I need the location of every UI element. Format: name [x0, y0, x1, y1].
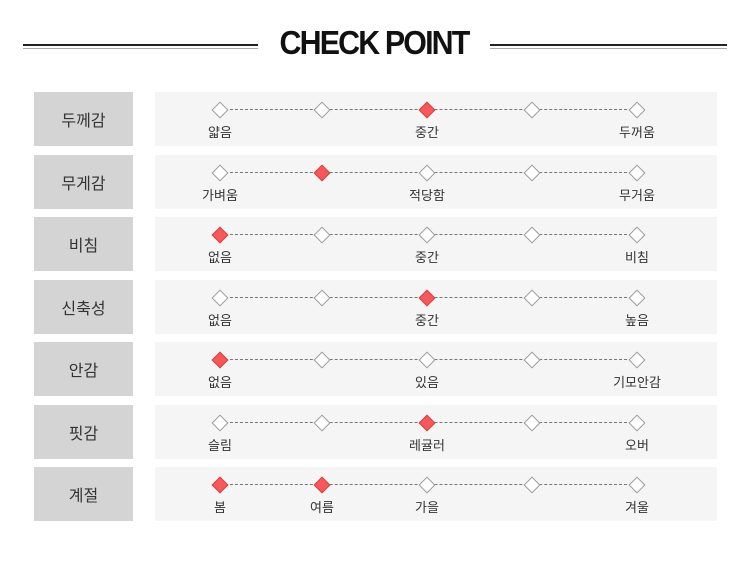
scale-option-label: 없음 — [208, 251, 232, 266]
row-label: 무게감 — [34, 154, 133, 209]
scale-option-label: 무거움 — [619, 188, 655, 204]
check-row: 무게감 가벼움 적당함 무거움 — [34, 154, 717, 209]
scale-option-label: 비침 — [625, 251, 649, 266]
scale-option-label: 슬림 — [208, 438, 232, 454]
row-label: 핏감 — [34, 404, 133, 459]
scale-option-label: 여름 — [310, 501, 334, 516]
title-rule-left — [23, 44, 258, 50]
diamond-icon — [418, 164, 436, 181]
diamond-icon — [628, 476, 646, 494]
scale-option-label: 레귤러 — [409, 438, 445, 454]
check-row: 신축성 없음 중간 높음 — [34, 279, 717, 334]
check-row: 비침 없음 중간 비침 — [34, 217, 717, 271]
scale-option-label: 기모안감 — [613, 376, 661, 391]
selected-diamond-icon — [418, 414, 436, 431]
title-rule-right — [490, 44, 727, 50]
scale-option-label: 오버 — [625, 438, 649, 454]
scale-option-label: 있음 — [415, 376, 439, 391]
selected-diamond-icon — [418, 101, 436, 119]
scale-panel: 슬림 레귤러 오버 — [155, 404, 717, 459]
row-label: 신축성 — [34, 279, 133, 334]
diamond-icon — [628, 289, 646, 306]
check-row: 핏감 슬림 레귤러 오버 — [34, 404, 717, 459]
row-label: 안감 — [34, 342, 133, 396]
diamond-icon — [211, 164, 229, 181]
diamond-icon — [313, 351, 331, 369]
scale-option-label: 가을 — [415, 501, 439, 516]
diamond-icon — [313, 414, 331, 431]
row-label: 계절 — [34, 467, 133, 521]
row-label: 비침 — [34, 217, 133, 271]
selected-diamond-icon — [418, 289, 436, 306]
diamond-icon — [628, 164, 646, 181]
check-row: 두께감 얇음 중간 두꺼움 — [34, 92, 717, 146]
diamond-icon — [628, 226, 646, 244]
selected-diamond-icon — [313, 476, 331, 494]
diamond-icon — [628, 351, 646, 369]
selected-diamond-icon — [211, 226, 229, 244]
diamond-icon — [418, 476, 436, 494]
scale-option-label: 중간 — [415, 126, 439, 141]
scale-option-label: 두꺼움 — [619, 126, 655, 141]
diamond-icon — [523, 476, 541, 494]
scale-panel: 없음 중간 높음 — [155, 279, 717, 334]
check-row: 계절 봄 여름 가을 겨울 — [34, 467, 717, 521]
diamond-icon — [313, 101, 331, 119]
selected-diamond-icon — [211, 476, 229, 494]
diamond-icon — [418, 226, 436, 244]
diamond-icon — [211, 101, 229, 119]
page-title: CHECK POINT — [279, 24, 471, 61]
diamond-icon — [313, 226, 331, 244]
selected-diamond-icon — [211, 351, 229, 369]
scale-option-label: 없음 — [208, 376, 232, 391]
scale-panel: 얇음 중간 두꺼움 — [155, 92, 717, 146]
scale-option-label: 높음 — [625, 313, 649, 329]
scale-option-label: 얇음 — [208, 126, 232, 141]
diamond-icon — [523, 351, 541, 369]
diamond-icon — [523, 226, 541, 244]
diamond-icon — [523, 414, 541, 431]
selected-diamond-icon — [313, 164, 331, 181]
diamond-icon — [211, 414, 229, 431]
scale-option-label: 없음 — [208, 313, 232, 329]
scale-option-label: 중간 — [415, 313, 439, 329]
scale-panel: 없음 있음 기모안감 — [155, 342, 717, 396]
scale-option-label: 겨울 — [625, 501, 649, 516]
scale-option-label: 봄 — [214, 501, 226, 516]
diamond-icon — [418, 351, 436, 369]
diamond-icon — [313, 289, 331, 306]
scale-panel: 없음 중간 비침 — [155, 217, 717, 271]
diamond-icon — [628, 414, 646, 431]
scale-option-label: 적당함 — [409, 188, 445, 204]
row-label: 두께감 — [34, 92, 133, 146]
scale-panel: 봄 여름 가을 겨울 — [155, 467, 717, 521]
scale-option-label: 가벼움 — [202, 188, 238, 204]
diamond-icon — [523, 101, 541, 119]
diamond-icon — [523, 289, 541, 306]
diamond-icon — [523, 164, 541, 181]
diamond-icon — [211, 289, 229, 306]
scale-panel: 가벼움 적당함 무거움 — [155, 154, 717, 209]
scale-option-label: 중간 — [415, 251, 439, 266]
check-row: 안감 없음 있음 기모안감 — [34, 342, 717, 396]
diamond-icon — [628, 101, 646, 119]
